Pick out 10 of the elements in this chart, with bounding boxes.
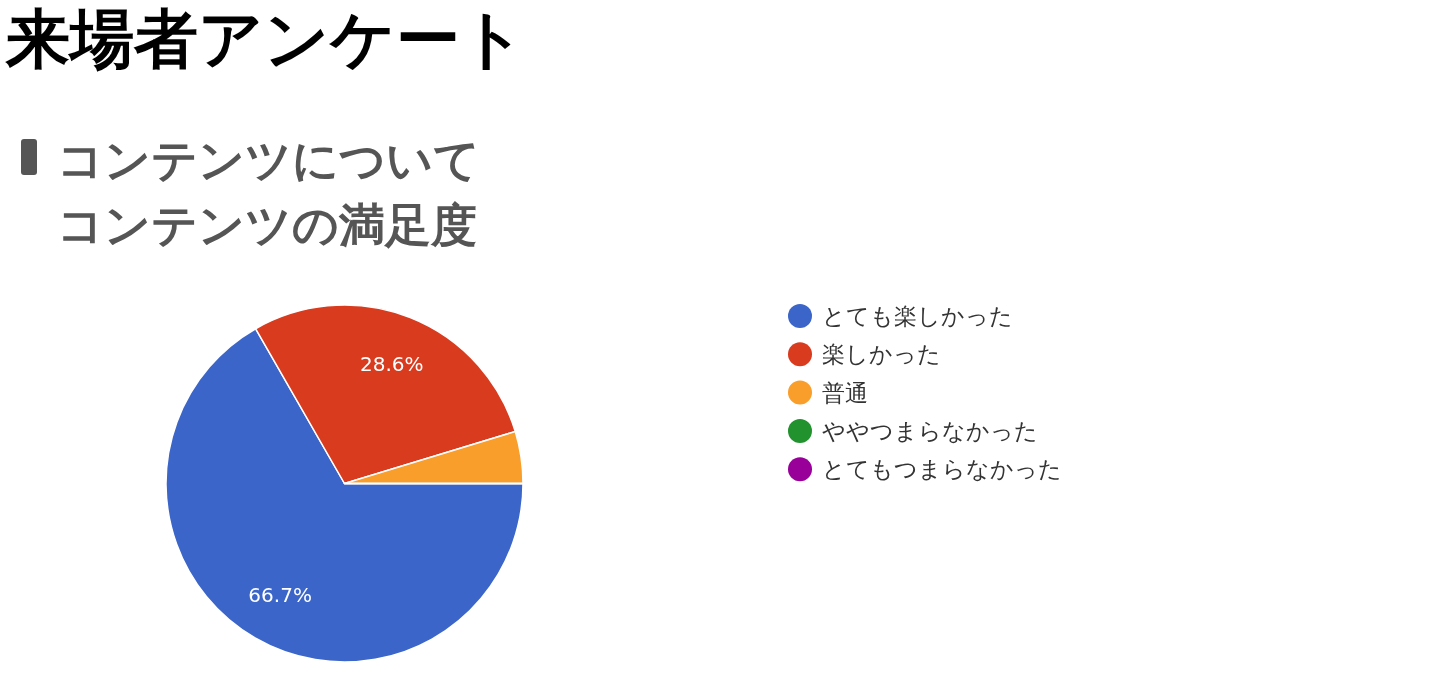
- legend-label: ややつまらなかった: [822, 417, 1038, 444]
- chart-title: 来場者アンケート: [5, 2, 526, 76]
- legend-label: 普通: [822, 379, 868, 406]
- data-label: 28.6%: [360, 352, 424, 377]
- data-label: 66.7%: [248, 582, 312, 607]
- legend-label: 楽しかった: [822, 341, 941, 368]
- legend-label: とてもつまらなかった: [822, 456, 1062, 483]
- legend-label: とても楽しかった: [822, 303, 1013, 329]
- chart-subtitle: コンテンツについて: [57, 133, 480, 187]
- text: コンテンツの満足度: [57, 198, 477, 252]
